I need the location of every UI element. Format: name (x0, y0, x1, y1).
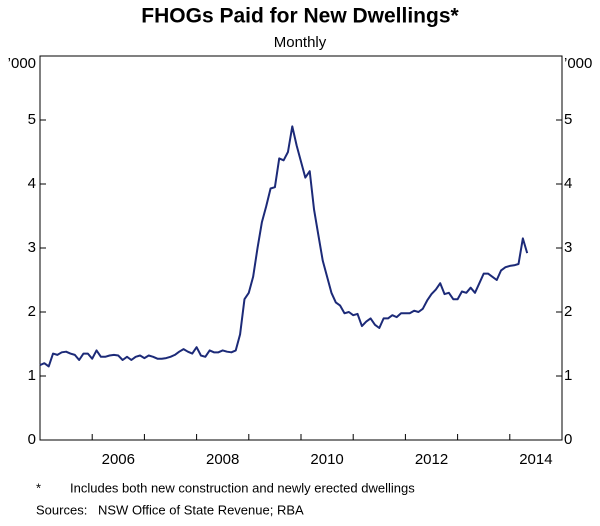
chart-title: FHOGs Paid for New Dwellings* (141, 5, 459, 28)
y2-tick-label: 2 (564, 303, 572, 320)
y-tick-label: 2 (28, 303, 36, 320)
x-tick-label: 2006 (102, 451, 135, 468)
x-tick-label: 2010 (310, 451, 343, 468)
y-tick-label: 4 (28, 175, 36, 192)
note-text: NSW Office of State Revenue; RBA (98, 502, 304, 517)
y-tick-label: 5 (28, 111, 36, 128)
y2-tick-label: 5 (564, 111, 572, 128)
note-marker: Sources: (36, 502, 87, 517)
note-text: Includes both new construction and newly… (70, 480, 415, 495)
x-tick-label: 2012 (415, 451, 448, 468)
y2-tick-label: 0 (564, 431, 572, 448)
plot-frame (39, 55, 563, 441)
y-tick-label: 0 (28, 431, 36, 448)
x-tick-label: 2008 (206, 451, 239, 468)
data-line (39, 125, 529, 368)
y2-unit-label: ’000 (564, 55, 592, 72)
x-tick-label: 2014 (519, 451, 552, 468)
note-marker: * (36, 480, 41, 495)
y2-tick-label: 3 (564, 239, 572, 256)
y2-tick-label: 1 (564, 367, 572, 384)
y-tick-label: 1 (28, 367, 36, 384)
y-tick-label: 3 (28, 239, 36, 256)
y-unit-label: ’000 (8, 55, 36, 72)
y2-tick-label: 4 (564, 175, 572, 192)
chart-subtitle: Monthly (274, 34, 327, 51)
